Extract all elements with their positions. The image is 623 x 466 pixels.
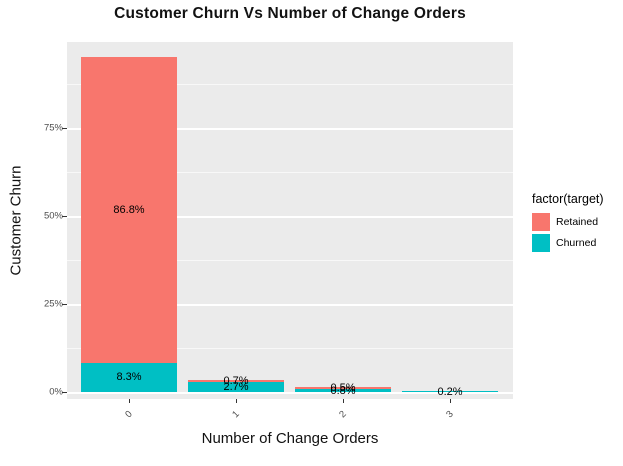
legend-swatch-retained (532, 213, 550, 231)
gridline-minor (67, 260, 513, 261)
bar-1-churned-segment (188, 382, 284, 392)
y-tick-mark (62, 304, 67, 305)
bar-value-label: 0.8% (330, 384, 356, 397)
gridline-minor (67, 84, 513, 85)
x-tick-mark (236, 399, 237, 403)
legend-swatch-churned (532, 234, 550, 252)
bar-value-label: 0.2% (437, 385, 463, 398)
bar-0-churned-segment (81, 362, 177, 392)
bar-value-label: 2.7% (223, 381, 249, 394)
x-tick-label: 3 (444, 408, 456, 421)
y-tick-mark (62, 392, 67, 393)
gridline-major (67, 216, 513, 218)
chart-title: Customer Churn Vs Number of Change Order… (114, 5, 466, 22)
legend: factor(target) Retained Churned (532, 192, 604, 255)
legend-title: factor(target) (532, 192, 604, 206)
plot-panel: 8.3% 86.8% 2.7% 0.7% 0.8% 0.5% 0.2% (67, 42, 513, 399)
legend-item-retained: Retained (532, 213, 604, 231)
bar-2-churned-segment (295, 389, 391, 392)
bar-0-retained-segment (81, 57, 177, 363)
gridline-minor (67, 348, 513, 349)
y-tick-label: 0% (49, 386, 63, 398)
x-tick-label: 2 (337, 408, 349, 421)
y-tick-label: 50% (43, 210, 63, 222)
legend-label-churned: Churned (556, 237, 597, 249)
bar-3-churned-segment (402, 391, 498, 393)
y-tick-label: 75% (43, 122, 63, 134)
x-axis-title: Number of Change Orders (201, 430, 379, 447)
x-tick-mark (343, 399, 344, 403)
gridline-major (67, 392, 513, 394)
y-tick-mark (62, 216, 67, 217)
x-tick-mark (450, 399, 451, 403)
bar-2-retained-segment (295, 387, 391, 390)
gridline-minor (67, 172, 513, 173)
x-tick-label: 1 (230, 408, 242, 421)
bar-value-label: 86.8% (113, 204, 145, 217)
gridline-major (67, 304, 513, 306)
x-tick-label: 0 (123, 408, 135, 421)
bar-value-label: 0.5% (330, 382, 356, 395)
bar-value-label: 8.3% (116, 371, 142, 384)
bar-1-retained-segment (188, 380, 284, 383)
legend-items: Retained Churned (532, 213, 604, 252)
legend-label-retained: Retained (556, 216, 599, 228)
legend-item-churned: Churned (532, 234, 604, 252)
y-tick-label: 25% (43, 298, 63, 310)
y-tick-mark (62, 128, 67, 129)
bar-value-label: 0.7% (223, 375, 249, 388)
x-tick-mark (129, 399, 130, 403)
gridline-major (67, 128, 513, 130)
